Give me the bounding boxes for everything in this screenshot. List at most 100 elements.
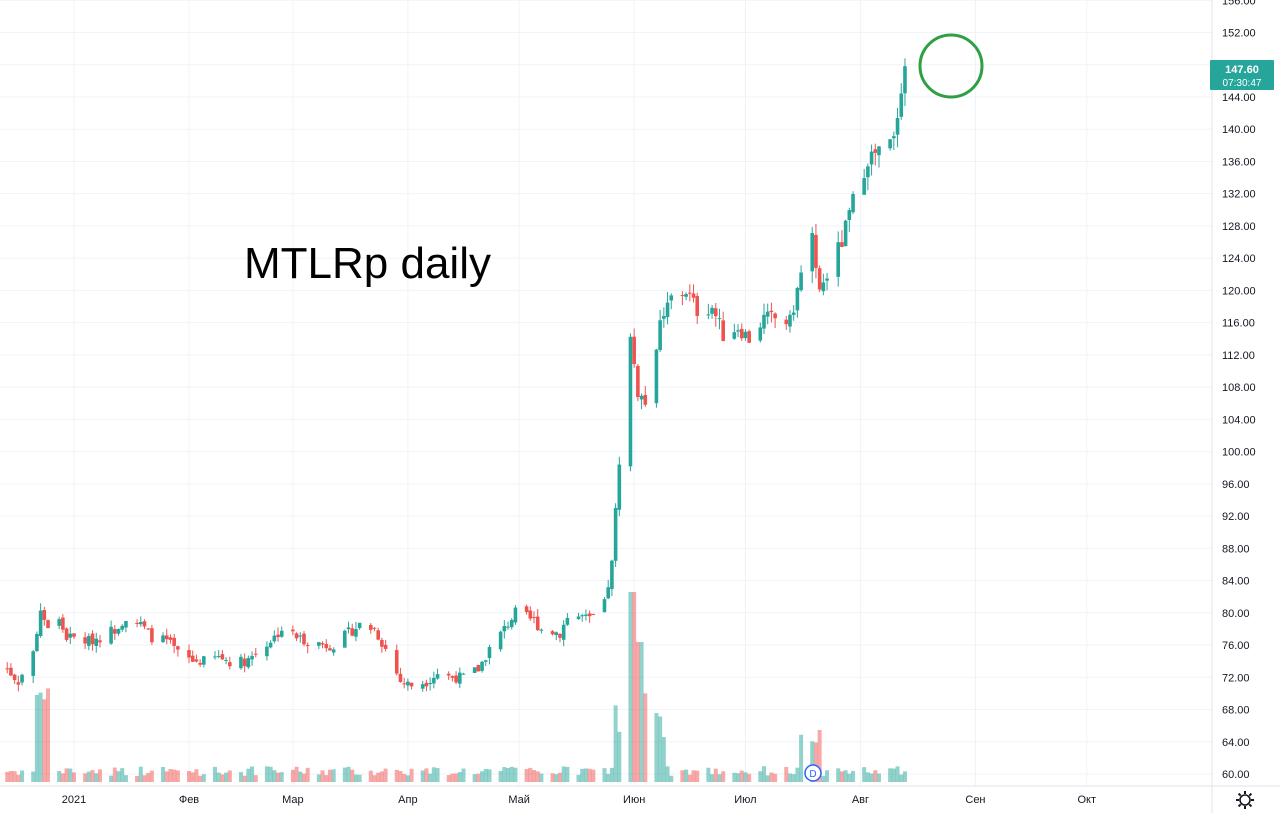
candle-body [873, 149, 878, 153]
candle-body [320, 643, 325, 645]
volume-bar [617, 731, 622, 782]
candle-body [617, 464, 622, 510]
candle-body [509, 620, 514, 628]
candle-body [35, 633, 39, 652]
volume-bar [665, 766, 670, 782]
candle-body [591, 613, 596, 615]
candle-body [587, 613, 592, 617]
volume-bar [372, 775, 377, 782]
volume-bar [161, 767, 166, 782]
volume-bar [450, 773, 455, 782]
y-tick-label: 152.00 [1222, 27, 1256, 39]
candle-body [706, 314, 711, 316]
candle-body [773, 313, 777, 319]
candle-body [239, 656, 243, 669]
candle-body [138, 621, 143, 625]
candle-body [836, 242, 840, 277]
candle-body [576, 616, 581, 620]
x-tick-label: 2021 [62, 794, 86, 806]
volume-bar [810, 741, 815, 782]
volume-bar [472, 774, 477, 782]
candle-body [368, 624, 373, 630]
candle-body [176, 646, 180, 650]
volume-bar [279, 772, 284, 782]
candle-body [710, 307, 714, 314]
volume-bar [346, 766, 351, 782]
y-tick-label: 156.00 [1222, 0, 1256, 7]
volume-bar [506, 768, 511, 782]
volume-bar [276, 772, 281, 782]
volume-bar [242, 775, 247, 782]
volume-bar [394, 769, 399, 782]
volume-bar [476, 773, 481, 782]
candle-body [739, 328, 744, 339]
volume-bar [302, 773, 306, 782]
candle-body [357, 622, 362, 629]
candle-body [899, 93, 904, 117]
x-tick-label: Июн [623, 794, 645, 806]
candle-body [580, 615, 585, 617]
candle-body [680, 295, 685, 297]
candle-body [758, 327, 763, 341]
candle-body [142, 621, 147, 627]
candle-body [654, 349, 659, 404]
volume-bar [632, 592, 637, 782]
candle-body [253, 653, 258, 655]
volume-bar [799, 734, 804, 782]
gear-icon[interactable] [1234, 789, 1256, 811]
candle-body [840, 242, 844, 247]
volume-bar [212, 766, 217, 782]
x-tick-label: Фев [179, 794, 199, 806]
volume-bar [46, 688, 51, 782]
y-tick-label: 112.00 [1222, 350, 1255, 362]
candle-body [825, 278, 829, 281]
volume-bar [602, 768, 607, 782]
candle-body [450, 676, 455, 678]
candle-body [90, 633, 95, 645]
y-tick-label: 68.00 [1222, 705, 1250, 717]
candle-body [847, 210, 852, 221]
candle-body [164, 635, 169, 640]
volume-bar [31, 771, 36, 782]
grid-lines [0, 0, 1212, 786]
candle-body [64, 628, 69, 640]
y-tick-label: 124.00 [1222, 253, 1256, 265]
candle-body [524, 606, 529, 613]
candle-body [224, 659, 228, 661]
candle-body [458, 672, 462, 684]
candle-body [454, 675, 458, 683]
y-tick-label: 72.00 [1222, 672, 1250, 684]
candle-body [888, 139, 892, 149]
candle-body [409, 682, 414, 687]
volume-bar [435, 768, 440, 782]
candle-body [788, 314, 792, 327]
volume-bar [305, 767, 310, 782]
candle-body [892, 136, 896, 139]
y-tick-label: 64.00 [1222, 737, 1250, 749]
y-tick-label: 88.00 [1222, 543, 1250, 555]
volume-bar [691, 770, 696, 782]
volume-bar [109, 775, 114, 782]
volume-bar [20, 770, 25, 782]
candle-body [12, 674, 17, 681]
volume-bar [583, 768, 588, 782]
highlight-circle [918, 33, 984, 99]
candle-body [606, 587, 610, 599]
candle-body [346, 627, 351, 630]
candle-body [294, 633, 299, 639]
volume-bar [658, 716, 663, 782]
candle-body [532, 616, 536, 618]
dividend-marker[interactable]: D [804, 764, 822, 782]
volume-bar [528, 767, 533, 782]
x-tick-label: Май [508, 794, 530, 806]
volume-bar [149, 770, 154, 782]
candle-body [432, 678, 436, 684]
candle-body [732, 332, 737, 339]
candle-body [98, 640, 102, 643]
volume-bar [454, 773, 459, 782]
volume-bar [42, 699, 47, 782]
volume-bar [487, 769, 492, 782]
volume-bar [795, 767, 800, 782]
